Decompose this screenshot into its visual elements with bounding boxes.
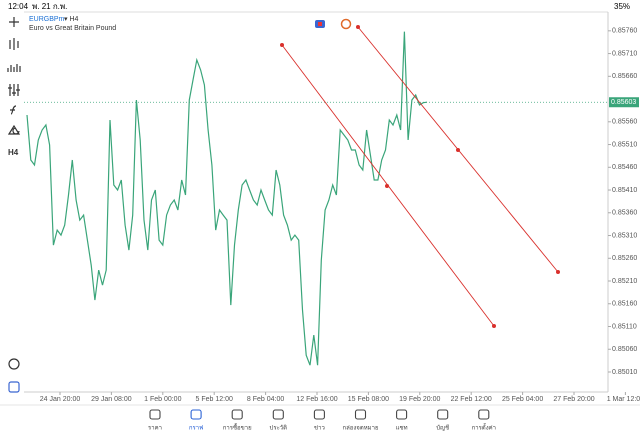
- y-tick-label: 0.85710: [612, 50, 637, 57]
- symbol-timeframe[interactable]: ▾ H4: [64, 16, 79, 23]
- nav-icon[interactable]: [149, 409, 161, 420]
- trendline-points: [280, 25, 560, 328]
- nav-icon[interactable]: [396, 409, 408, 420]
- y-tick-label: 0.85410: [612, 187, 637, 194]
- nav-icon[interactable]: [313, 409, 325, 420]
- x-tick-label: 22 Feb 12:00: [451, 396, 492, 403]
- status-date: พ. 21 ก.พ.: [32, 2, 67, 11]
- x-tick-label: 25 Feb 04:00: [502, 396, 543, 403]
- x-tick-label: 19 Feb 20:00: [399, 396, 440, 403]
- nav-label[interactable]: กล่องจดหมาย: [342, 425, 378, 432]
- y-tick-label: 0.85560: [612, 119, 637, 126]
- function-tool[interactable]: [10, 105, 17, 115]
- settings-tool[interactable]: [8, 84, 20, 96]
- zoom-tool[interactable]: [8, 358, 20, 370]
- y-tick-label: 0.85310: [612, 232, 637, 239]
- symbol-description: Euro vs Great Britain Pound: [29, 25, 116, 32]
- anchor-point[interactable]: [556, 270, 560, 274]
- nav-label[interactable]: ข่าว: [314, 425, 325, 432]
- nav-label[interactable]: บัญชี: [436, 424, 449, 432]
- crosshair-tool[interactable]: [9, 17, 19, 27]
- anchor-point[interactable]: [385, 184, 389, 188]
- nav-label[interactable]: ราคา: [148, 425, 162, 432]
- x-tick-label: 8 Feb 04:00: [247, 396, 284, 403]
- indicators-tool[interactable]: [9, 38, 19, 50]
- shapes-tool[interactable]: [7, 124, 21, 135]
- x-tick-label: 1 Feb 00:00: [144, 396, 181, 403]
- x-tick-label: 24 Jan 20:00: [40, 396, 81, 403]
- nav-icon[interactable]: [190, 409, 202, 420]
- nav-icon[interactable]: [478, 409, 490, 420]
- y-tick-label: 0.85160: [612, 301, 637, 308]
- last-price-label: 0.85603: [611, 99, 636, 106]
- nav-label[interactable]: การซื้อขาย: [223, 422, 252, 432]
- anchor-point[interactable]: [456, 148, 460, 152]
- y-tick-label: 0.85460: [612, 164, 637, 171]
- status-time: 12:04: [8, 2, 29, 11]
- nav-icon[interactable]: [437, 409, 449, 420]
- signal-icon[interactable]: [340, 18, 352, 30]
- y-tick-label: 0.85210: [612, 278, 637, 285]
- price-chart: 0.85760 0.85710 0.85660 0.85560 0.85510 0.854…: [24, 28, 640, 403]
- anchor-point[interactable]: [280, 43, 284, 47]
- x-tick-label: 27 Feb 20:00: [553, 396, 594, 403]
- x-tick-label: 29 Jan 08:00: [91, 396, 132, 403]
- x-tick-label: 15 Feb 08:00: [348, 396, 389, 403]
- broker-tool[interactable]: [8, 381, 20, 393]
- last-price-box: [609, 97, 639, 108]
- y-tick-label: 0.85360: [612, 210, 637, 217]
- y-tick-label: 0.85110: [612, 323, 637, 330]
- price-line: [26, 31, 428, 366]
- y-tick-label: 0.85760: [612, 28, 637, 35]
- anchor-point[interactable]: [356, 25, 360, 29]
- nav-label[interactable]: แชท: [396, 425, 408, 432]
- timeframe-button[interactable]: H4: [8, 148, 19, 157]
- nav-icon[interactable]: [231, 409, 243, 420]
- x-tick-label: 5 Feb 12:00: [196, 396, 233, 403]
- status-battery: 35%: [614, 2, 630, 11]
- y-tick-label: 0.85010: [612, 369, 637, 376]
- nav-icon[interactable]: [354, 409, 367, 420]
- symbol-name[interactable]: EURGBPm: [29, 16, 65, 23]
- nav-label[interactable]: การตั้งค่า: [472, 422, 496, 432]
- nav-label[interactable]: กราฟ: [189, 425, 203, 432]
- nav-label[interactable]: ประวัติ: [270, 425, 288, 432]
- anchor-point[interactable]: [492, 324, 496, 328]
- left-toolbar: [7, 17, 21, 393]
- one-click-icon-inner: [318, 22, 322, 26]
- x-tick-label: 1 Mar 12:00: [607, 396, 640, 403]
- x-tick-label: 12 Feb 16:00: [296, 396, 337, 403]
- bottom-nav: ราคา กราฟ การซื้อขาย ประวัติ ข่าว กล่องจดหมาย…: [148, 409, 496, 432]
- objects-tool[interactable]: [7, 64, 21, 72]
- y-tick-label: 0.85060: [612, 346, 637, 353]
- y-tick-label: 0.85260: [612, 255, 637, 262]
- y-tick-label: 0.85510: [612, 141, 637, 148]
- nav-icon[interactable]: [272, 409, 284, 420]
- y-tick-label: 0.85660: [612, 73, 637, 80]
